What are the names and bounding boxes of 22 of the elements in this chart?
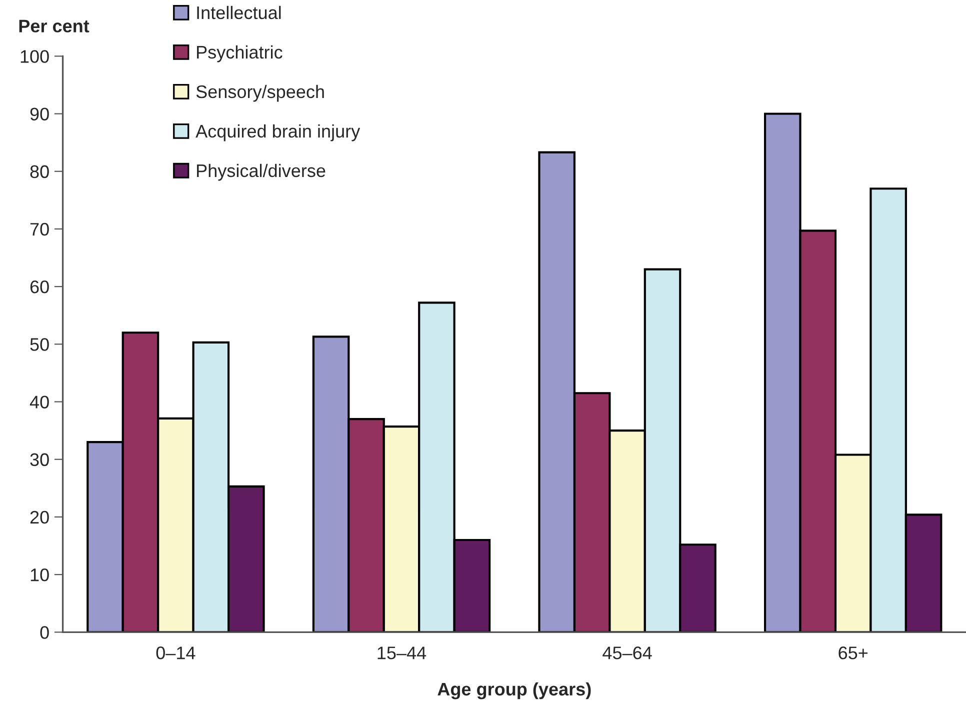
x-axis-title: Age group (years) bbox=[438, 682, 591, 700]
y-axis-title: Per cent bbox=[19, 20, 90, 32]
legend-label: Intellectual bbox=[197, 6, 281, 20]
x-tick-label: 45–64 bbox=[602, 646, 652, 660]
y-tick-label: 100 bbox=[20, 50, 49, 63]
y-tick-label: 10 bbox=[30, 568, 49, 582]
legend-label: Acquired brain injury bbox=[196, 124, 360, 142]
legend-label: Sensory/speech bbox=[196, 84, 324, 102]
y-tick-label: 80 bbox=[30, 165, 49, 178]
x-tick-label: 0–14 bbox=[156, 646, 196, 660]
y-tick-label: 40 bbox=[30, 396, 49, 408]
legend-label: Physical/diverse bbox=[197, 164, 326, 181]
x-tick-label: 65+ bbox=[838, 646, 868, 660]
legend-label: Psychiatric bbox=[197, 45, 282, 62]
y-tick-label: 50 bbox=[30, 338, 49, 351]
y-tick-label: 90 bbox=[30, 108, 49, 120]
y-tick-label: 30 bbox=[30, 453, 49, 466]
y-tick-label: 20 bbox=[30, 510, 49, 524]
y-tick-label: 60 bbox=[30, 280, 49, 294]
x-tick-label: 15–44 bbox=[378, 646, 426, 660]
y-tick-label: 0 bbox=[40, 626, 49, 639]
y-tick-label: 70 bbox=[30, 222, 49, 236]
